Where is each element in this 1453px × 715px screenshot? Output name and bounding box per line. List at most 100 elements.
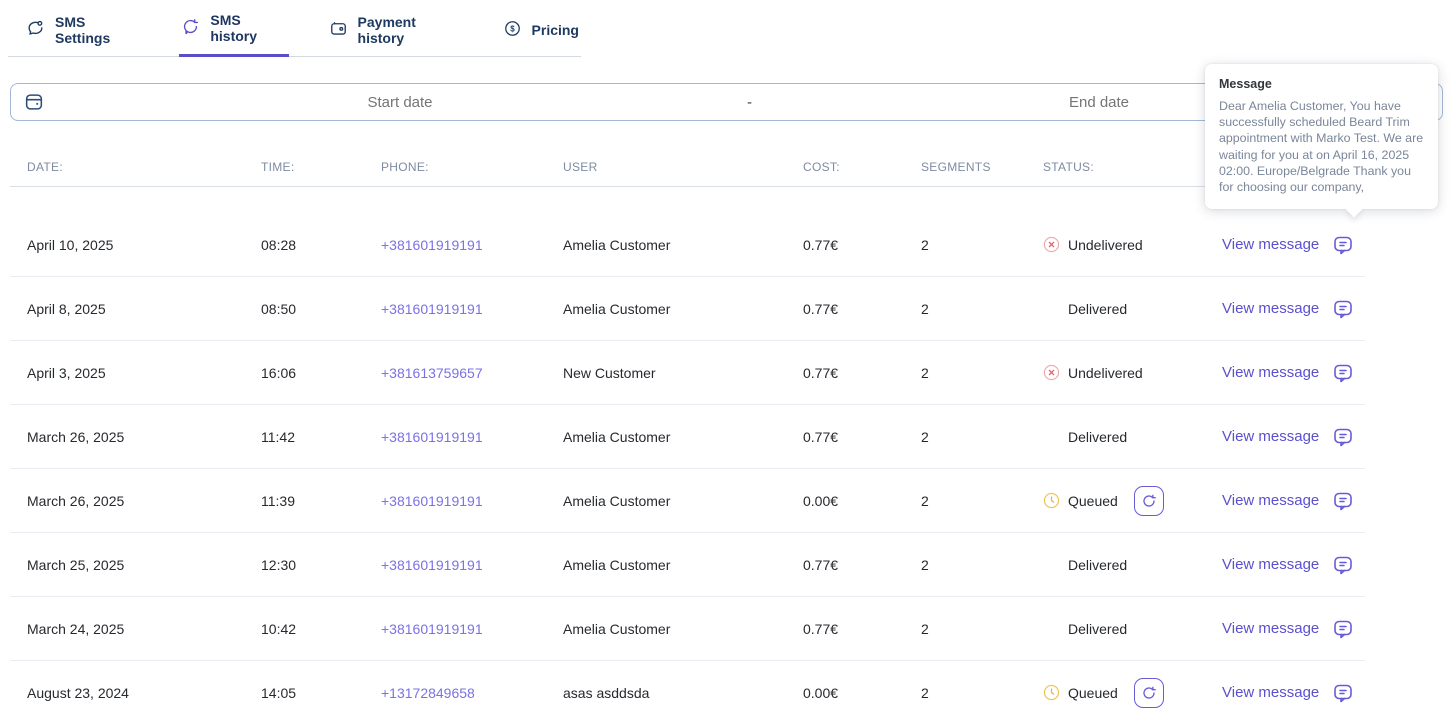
status-badge: Queued — [1043, 678, 1210, 708]
phone-link[interactable]: +381601919191 — [381, 429, 483, 445]
view-message-link[interactable]: View message — [1222, 236, 1319, 253]
message-tooltip: Message Dear Amelia Customer, You have s… — [1205, 64, 1438, 209]
col-header-status: STATUS: — [1043, 160, 1210, 174]
tab-pricing[interactable]: $ Pricing — [501, 8, 581, 57]
cell-date: March 25, 2025 — [27, 557, 261, 573]
cell-time: 10:42 — [261, 621, 381, 637]
phone-link[interactable]: +381601919191 — [381, 301, 483, 317]
table-body: April 10, 2025 08:28 +381601919191 Ameli… — [10, 187, 1365, 715]
cell-segments: 2 — [921, 237, 1043, 253]
tab-payment-history[interactable]: Payment history — [327, 8, 463, 57]
message-bubble-icon[interactable] — [1331, 297, 1355, 321]
calendar-icon[interactable] — [11, 84, 57, 120]
cell-date: March 24, 2025 — [27, 621, 261, 637]
cell-view-message: View message — [1210, 297, 1365, 321]
cell-phone: +13172849658 — [381, 685, 563, 701]
view-message-link[interactable]: View message — [1222, 300, 1319, 317]
cell-user: Amelia Customer — [563, 621, 803, 637]
message-bubble-icon[interactable] — [1331, 361, 1355, 385]
tab-label: Pricing — [532, 22, 579, 38]
cell-segments: 2 — [921, 493, 1043, 509]
tab-sms-settings[interactable]: SMS Settings — [24, 8, 141, 57]
phone-link[interactable]: +381601919191 — [381, 237, 483, 253]
chat-gear-icon — [26, 19, 45, 41]
table-header-row: DATE: TIME: PHONE: USER COST: SEGMENTS S… — [10, 147, 1365, 187]
cell-date: April 10, 2025 — [27, 237, 261, 253]
cell-date: April 3, 2025 — [27, 365, 261, 381]
status-badge: Delivered — [1043, 556, 1210, 573]
x-circle-icon — [1043, 364, 1060, 381]
view-message-link[interactable]: View message — [1222, 364, 1319, 381]
status-label: Delivered — [1068, 557, 1127, 573]
table-row: March 26, 2025 11:42 +381601919191 Ameli… — [10, 405, 1365, 469]
status-label: Delivered — [1068, 301, 1127, 317]
phone-link[interactable]: +381601919191 — [381, 493, 483, 509]
cell-date: March 26, 2025 — [27, 429, 261, 445]
phone-link[interactable]: +13172849658 — [381, 685, 475, 701]
cell-cost: 0.77€ — [803, 237, 921, 253]
cell-cost: 0.77€ — [803, 301, 921, 317]
message-bubble-icon[interactable] — [1331, 425, 1355, 449]
table-row: August 23, 2024 14:05 +13172849658 asas … — [10, 661, 1365, 715]
message-bubble-icon[interactable] — [1331, 681, 1355, 705]
col-header-cost: COST: — [803, 160, 921, 174]
tab-label: SMS Settings — [55, 14, 139, 46]
cell-time: 14:05 — [261, 685, 381, 701]
cell-phone: +381601919191 — [381, 301, 563, 317]
status-label: Queued — [1068, 685, 1118, 701]
cell-phone: +381601919191 — [381, 621, 563, 637]
phone-link[interactable]: +381601919191 — [381, 557, 483, 573]
cell-phone: +381601919191 — [381, 237, 563, 253]
view-message-link[interactable]: View message — [1222, 684, 1319, 701]
cell-view-message: View message — [1210, 361, 1365, 385]
cell-phone: +381601919191 — [381, 493, 563, 509]
tab-bar: SMS Settings SMS history Payment history… — [8, 0, 581, 57]
view-message-link[interactable]: View message — [1222, 428, 1319, 445]
view-message-link[interactable]: View message — [1222, 556, 1319, 573]
status-label: Queued — [1068, 493, 1118, 509]
tab-label: SMS history — [210, 12, 286, 44]
tooltip-title: Message — [1219, 77, 1424, 91]
cell-date: March 26, 2025 — [27, 493, 261, 509]
cell-user: Amelia Customer — [563, 493, 803, 509]
cell-cost: 0.00€ — [803, 493, 921, 509]
cell-view-message: View message — [1210, 617, 1365, 641]
retry-refresh-button[interactable] — [1134, 678, 1164, 708]
cell-date: August 23, 2024 — [27, 685, 261, 701]
cell-phone: +381601919191 — [381, 429, 563, 445]
col-header-time: TIME: — [261, 160, 381, 174]
cell-date: April 8, 2025 — [27, 301, 261, 317]
message-bubble-icon[interactable] — [1331, 233, 1355, 257]
cell-user: Amelia Customer — [563, 237, 803, 253]
status-badge: Undelivered — [1043, 236, 1210, 253]
view-message-link[interactable]: View message — [1222, 620, 1319, 637]
status-badge: Queued — [1043, 486, 1210, 516]
message-bubble-icon[interactable] — [1331, 489, 1355, 513]
cell-segments: 2 — [921, 557, 1043, 573]
col-header-date: DATE: — [27, 160, 261, 174]
status-label: Undelivered — [1068, 237, 1143, 253]
retry-refresh-button[interactable] — [1134, 486, 1164, 516]
table-row: March 25, 2025 12:30 +381601919191 Ameli… — [10, 533, 1365, 597]
cell-cost: 0.00€ — [803, 685, 921, 701]
cell-view-message: View message — [1210, 681, 1365, 705]
col-header-segments: SEGMENTS — [921, 160, 1043, 174]
view-message-link[interactable]: View message — [1222, 492, 1319, 509]
clock-icon — [1043, 492, 1060, 509]
phone-link[interactable]: +381613759657 — [381, 365, 483, 381]
status-label: Undelivered — [1068, 365, 1143, 381]
cell-cost: 0.77€ — [803, 429, 921, 445]
cell-phone: +381613759657 — [381, 365, 563, 381]
cell-time: 16:06 — [261, 365, 381, 381]
message-bubble-icon[interactable] — [1331, 553, 1355, 577]
phone-link[interactable]: +381601919191 — [381, 621, 483, 637]
start-date-input[interactable] — [57, 94, 743, 111]
col-header-phone: PHONE: — [381, 160, 563, 174]
date-range-separator: - — [743, 94, 756, 111]
cell-cost: 0.77€ — [803, 365, 921, 381]
table-row: April 3, 2025 16:06 +381613759657 New Cu… — [10, 341, 1365, 405]
message-bubble-icon[interactable] — [1331, 617, 1355, 641]
cell-segments: 2 — [921, 365, 1043, 381]
cell-view-message: View message — [1210, 489, 1365, 513]
tab-sms-history[interactable]: SMS history — [179, 8, 288, 57]
